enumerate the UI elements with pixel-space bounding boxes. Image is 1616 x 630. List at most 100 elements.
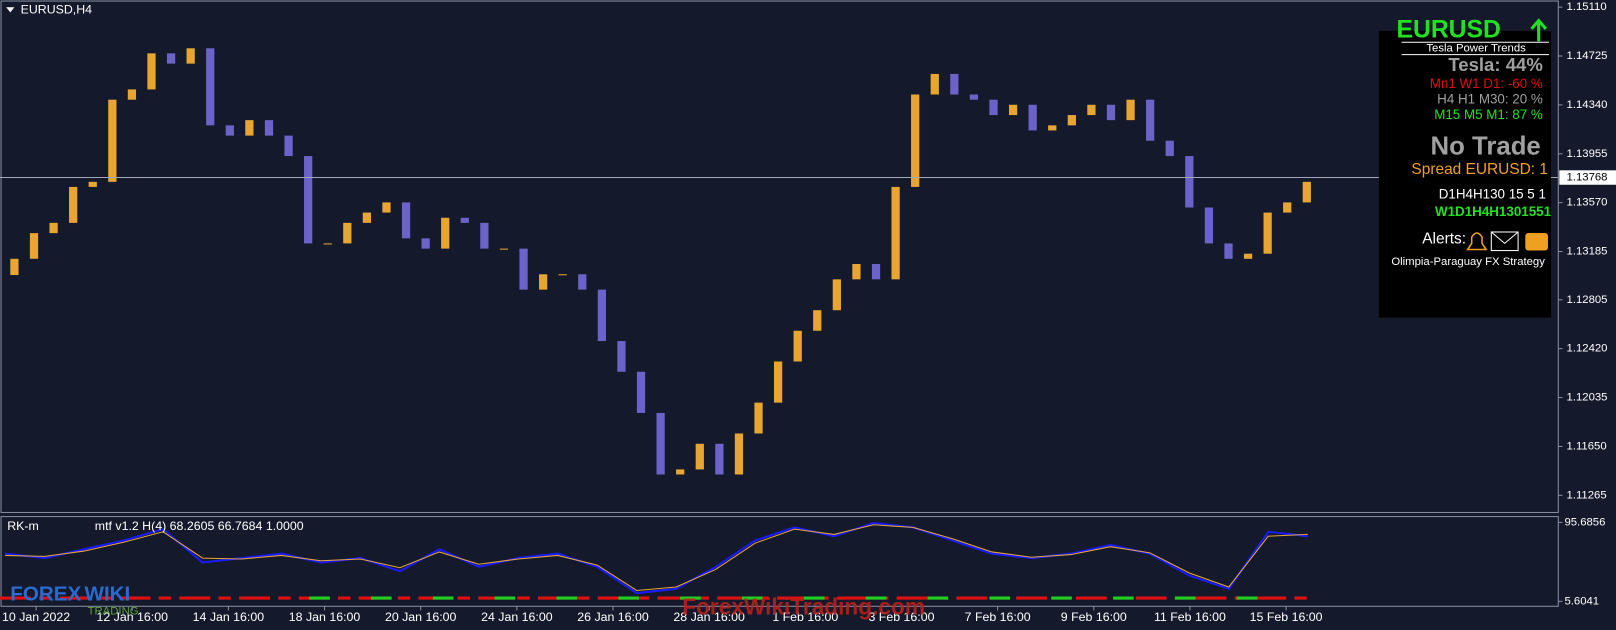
phone-icon[interactable] <box>1525 233 1548 251</box>
y-tick-label: 1.13185 <box>1567 246 1608 258</box>
main-frame <box>0 0 1559 513</box>
candle-body <box>108 99 117 182</box>
candle-body <box>1263 212 1272 254</box>
candle-body <box>245 120 254 136</box>
candle-body <box>989 99 998 116</box>
panel-subtitle: Tesla Power Trends <box>1426 42 1526 54</box>
candle-body <box>695 443 704 470</box>
candle-body <box>127 89 137 100</box>
candle-body <box>1146 99 1155 141</box>
candle-body <box>206 48 215 126</box>
panel-status: No Trade <box>1431 132 1541 160</box>
panel-frames: D1H4H130 15 5 1 <box>1439 186 1546 201</box>
panel-alerts: Alerts: <box>1422 230 1466 247</box>
candle-body <box>29 233 39 259</box>
candle-body <box>343 222 352 244</box>
panel-strategy: Olimpia-Paraguay FX Strategy <box>1391 256 1545 268</box>
indicator-line <box>5 524 1308 592</box>
candle-body <box>656 412 665 475</box>
candle-body <box>1185 156 1194 208</box>
candle-body <box>166 53 176 64</box>
panel-frames-code: W1D1H4H1301551 <box>1435 204 1552 219</box>
x-tick-label: 12 Jan 16:00 <box>96 610 168 624</box>
y-tick-label: 1.12035 <box>1567 392 1608 404</box>
panel-bg <box>1378 30 1552 318</box>
candle-body <box>401 202 411 239</box>
candle-body <box>1243 253 1253 259</box>
candle-body <box>773 361 783 403</box>
info-panel: EURUSD Tesla Power Trends Tesla: 44% Mn1… <box>1378 16 1552 318</box>
panel-symbol: EURUSD <box>1396 16 1500 43</box>
y-tick-label: 1.11650 <box>1567 440 1607 452</box>
panel-spread: Spread EURUSD: 1 <box>1411 161 1548 178</box>
candle-body <box>636 371 646 413</box>
indicator-plot: 95.6856 5.6041 <box>5 516 1605 607</box>
candle-body <box>793 330 802 362</box>
candle-body <box>421 238 430 249</box>
candle-body <box>852 263 861 280</box>
candle-body <box>499 248 509 250</box>
candle-body <box>1204 207 1214 244</box>
candle-body <box>911 94 920 187</box>
candle-body <box>1106 104 1116 121</box>
mail-flap <box>1490 231 1519 245</box>
candle-body <box>382 202 391 213</box>
logo: FOREX WIKI TRADING <box>10 582 138 617</box>
bell-icon[interactable] <box>1466 232 1488 251</box>
candle-body <box>362 212 372 223</box>
candle-body <box>69 186 78 223</box>
panel-row: H4 H1 M30: 20 % <box>1437 92 1543 107</box>
y-tick-label: 1.14725 <box>1567 50 1608 62</box>
logo-text: WIKI <box>85 582 131 605</box>
y-tick-label: 1.13955 <box>1567 148 1608 160</box>
candle-body <box>1048 125 1057 131</box>
candle-body <box>1126 99 1135 121</box>
candle-body <box>969 94 979 100</box>
candle-body <box>519 248 528 290</box>
up-arrow-icon <box>1530 18 1548 42</box>
candle-body <box>1302 181 1311 203</box>
candle-body <box>715 443 724 475</box>
watermark: ForexWikiTrading.com <box>682 593 925 619</box>
mail-icon[interactable] <box>1490 231 1519 252</box>
candle-body <box>147 53 156 90</box>
x-tick-label: 14 Jan 16:00 <box>193 610 265 624</box>
menu-arrow <box>6 7 15 13</box>
x-tick-label: 9 Feb 16:00 <box>1061 610 1127 624</box>
candle-body <box>225 125 234 136</box>
candle-body <box>441 217 450 249</box>
x-tick-label: 18 Jan 16:00 <box>289 610 361 624</box>
candle-body <box>617 341 626 372</box>
candle-body <box>264 120 274 136</box>
x-tick-label: 1 Feb 16:00 <box>772 610 838 624</box>
candle-body <box>558 274 567 276</box>
x-tick-label: 26 Jan 16:00 <box>577 610 649 624</box>
candle-body <box>891 186 900 280</box>
candle-body <box>49 222 58 234</box>
candle-body <box>754 402 763 434</box>
candle-body <box>88 181 97 187</box>
candle-body <box>304 156 313 244</box>
candle-body <box>813 310 822 331</box>
candle-body <box>871 263 881 280</box>
candle-body <box>578 274 587 290</box>
candle-body <box>186 48 195 64</box>
candle-body <box>10 258 19 276</box>
candle-body <box>1165 140 1174 157</box>
y-tick-label: 1.12420 <box>1567 343 1608 355</box>
candle-body <box>832 279 841 311</box>
x-tick-label: 20 Jan 16:00 <box>385 610 457 624</box>
x-tick-label: 15 Feb 16:00 <box>1250 610 1323 624</box>
x-tick-label: 28 Jan 16:00 <box>673 610 745 624</box>
indicator-values: mtf v1.2 H(4) 68.2605 66.7684 1.0000 <box>95 519 304 533</box>
y-tick-label: 1.13570 <box>1567 197 1608 209</box>
candle-body <box>676 469 685 475</box>
candle-body <box>1028 104 1037 131</box>
current-price-label: 1.13768 <box>1567 172 1608 184</box>
candle-body <box>1224 243 1233 259</box>
candle-body <box>1008 104 1018 116</box>
current-price-box <box>1559 170 1616 185</box>
candle-body <box>597 289 606 342</box>
